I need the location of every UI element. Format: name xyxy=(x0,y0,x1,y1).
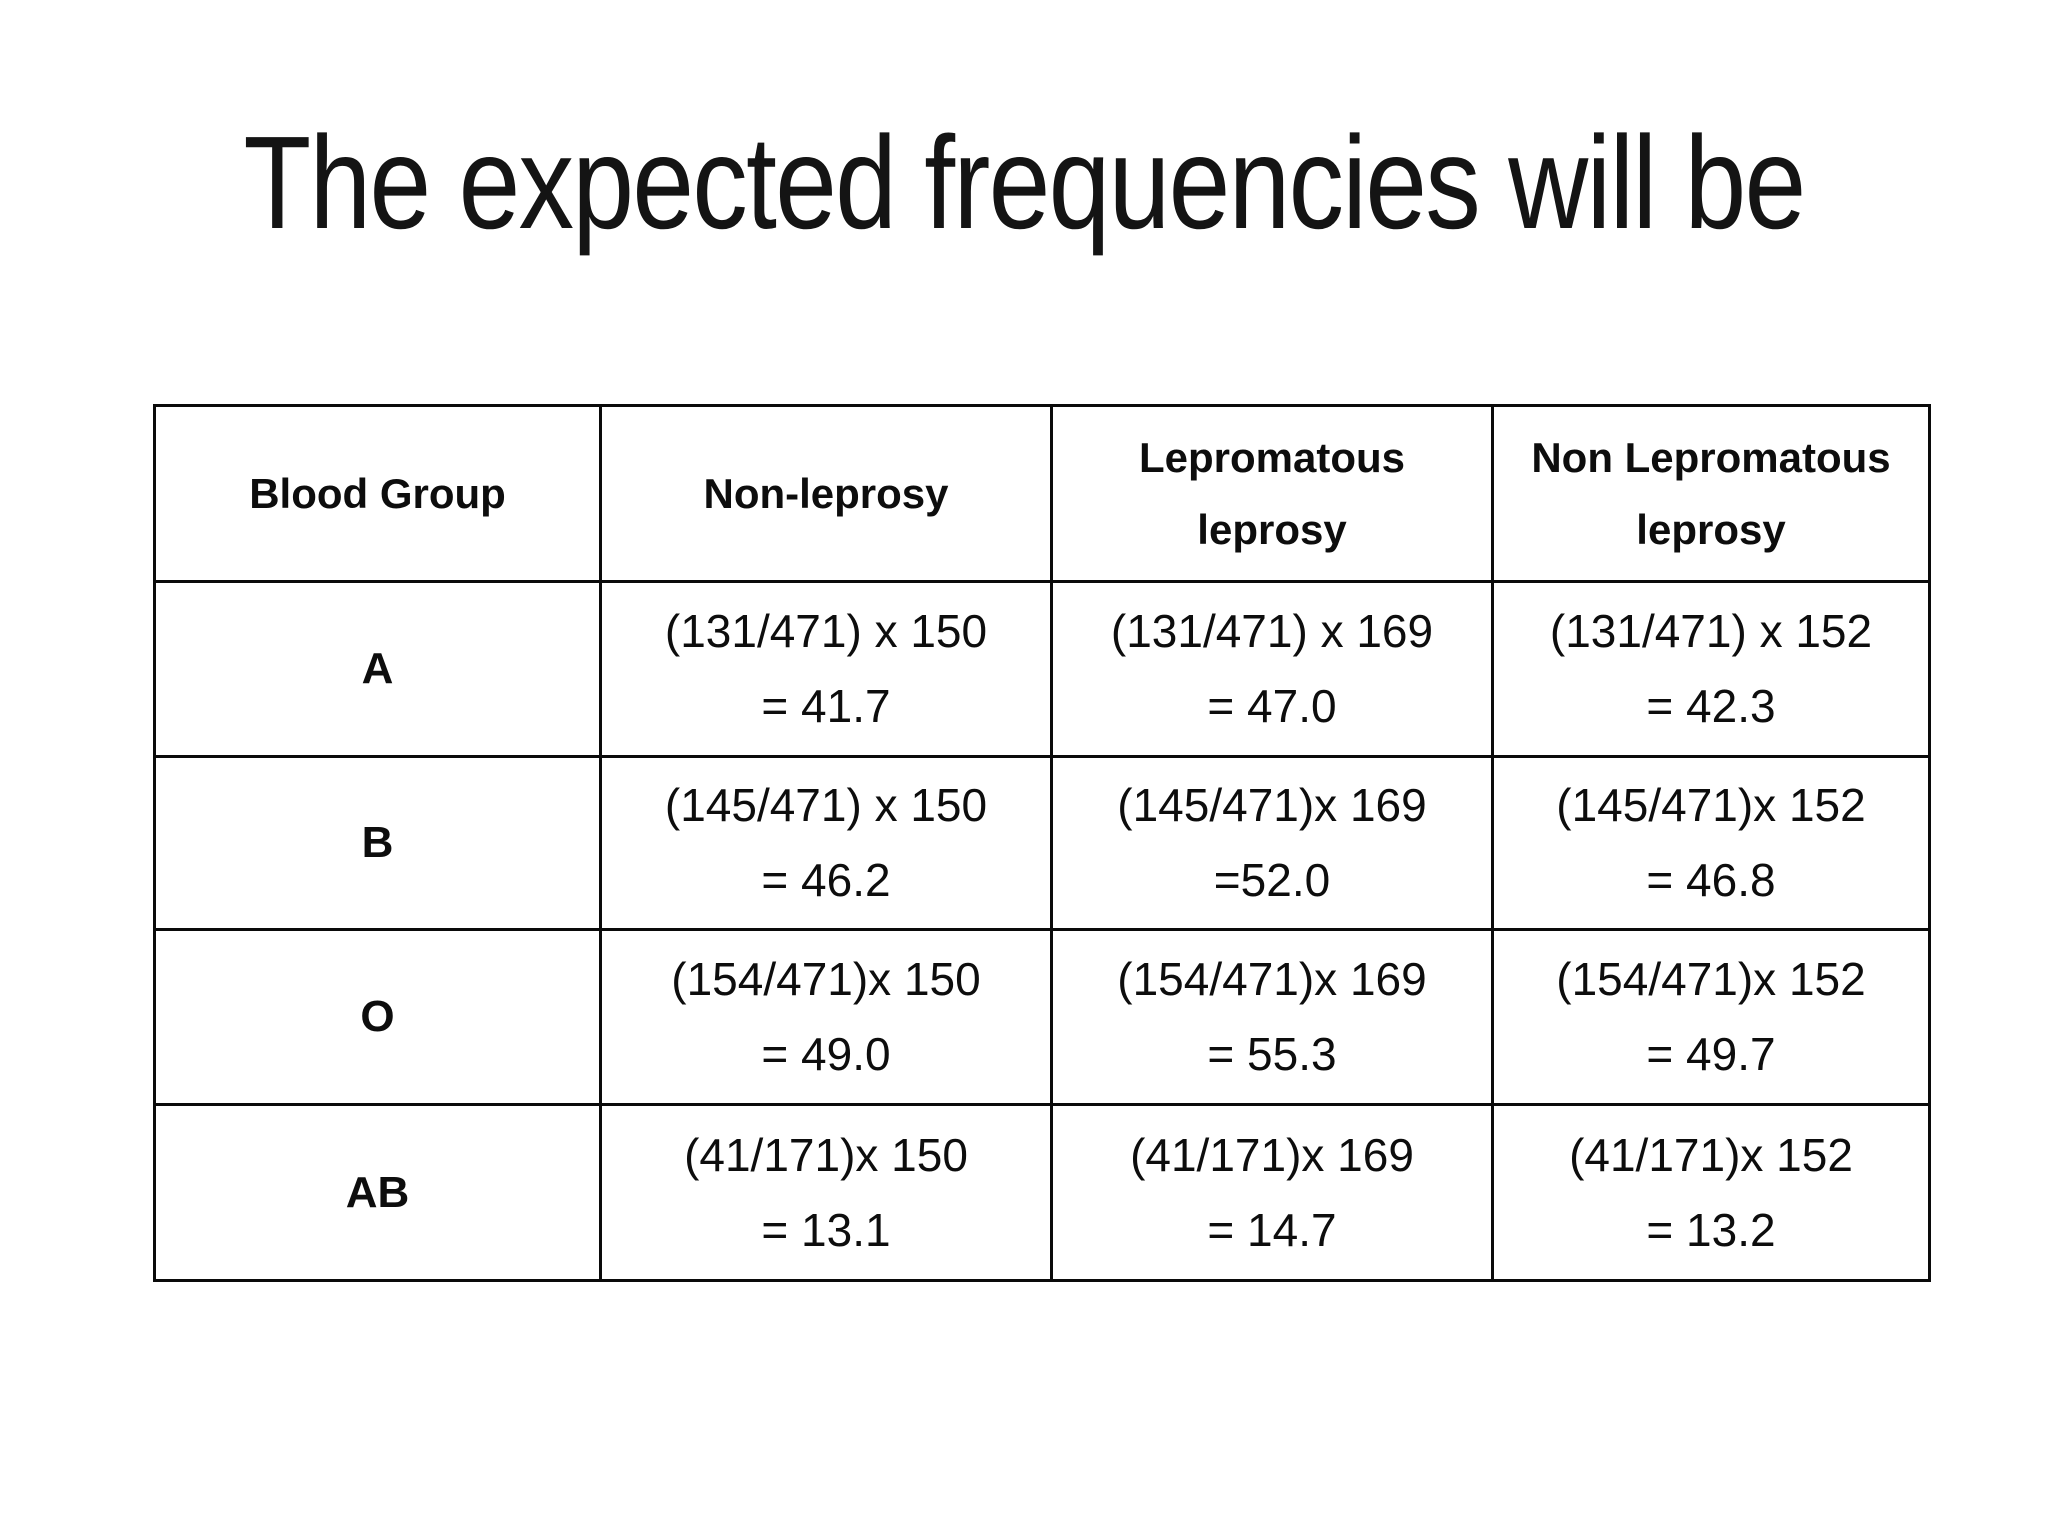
formula-line: (41/171)x 169 xyxy=(1130,1128,1414,1181)
result-line: =52.0 xyxy=(1213,854,1331,906)
cell-b-non-lepromatous: (145/471)x 152 = 46.8 xyxy=(1491,755,1931,931)
expected-frequencies-table: Blood Group Non-leprosy Lepromatous lepr… xyxy=(153,404,1931,1282)
result-line: = 13.2 xyxy=(1646,1203,1776,1256)
formula-line: (154/471)x 150 xyxy=(671,953,981,1006)
table-row-b: B (145/471) x 150 = 46.2 (145/471)x 169 … xyxy=(153,755,1931,931)
cell-ab-non-lepromatous: (41/171)x 152 = 13.2 xyxy=(1491,1103,1931,1282)
row-label-o: O xyxy=(153,928,602,1106)
header-line: Non-leprosy xyxy=(703,469,949,517)
formula-line: (154/471)x 169 xyxy=(1117,953,1427,1006)
formula-line: (145/471) x 150 xyxy=(664,779,988,832)
slide-title: The expected frequencies will be xyxy=(243,109,1806,256)
header-line: Non Lepromatous xyxy=(1531,434,1891,482)
formula-line: (145/471)x 169 xyxy=(1117,779,1427,832)
header-line: leprosy xyxy=(1636,505,1786,553)
formula-line: (131/471) x 152 xyxy=(1549,605,1873,658)
formula-line: (145/471)x 152 xyxy=(1556,779,1866,832)
result-line: = 46.8 xyxy=(1646,854,1776,906)
col-header-non-lepromatous-leprosy: Non Lepromatous leprosy xyxy=(1491,404,1931,583)
result-line: = 13.1 xyxy=(761,1203,891,1256)
cell-o-non-leprosy: (154/471)x 150 = 49.0 xyxy=(599,928,1053,1106)
row-label-ab: AB xyxy=(153,1103,602,1282)
col-header-lepromatous-leprosy: Lepromatous leprosy xyxy=(1050,404,1494,583)
result-line: = 47.0 xyxy=(1207,680,1337,732)
table-row-ab: AB (41/171)x 150 = 13.1 (41/171)x 169 = … xyxy=(153,1103,1931,1282)
header-line: Lepromatous xyxy=(1138,434,1406,482)
cell-o-non-lepromatous: (154/471)x 152 = 49.7 xyxy=(1491,928,1931,1106)
cell-a-lepromatous: (131/471) x 169 = 47.0 xyxy=(1050,580,1494,758)
table-row-a: A (131/471) x 150 = 41.7 (131/471) x 169… xyxy=(153,580,1931,758)
cell-a-non-leprosy: (131/471) x 150 = 41.7 xyxy=(599,580,1053,758)
row-label-b: B xyxy=(153,755,602,931)
cell-ab-non-leprosy: (41/171)x 150 = 13.1 xyxy=(599,1103,1053,1282)
cell-a-non-lepromatous: (131/471) x 152 = 42.3 xyxy=(1491,580,1931,758)
cell-o-lepromatous: (154/471)x 169 = 55.3 xyxy=(1050,928,1494,1106)
result-line: = 14.7 xyxy=(1207,1203,1337,1256)
header-line: leprosy xyxy=(1197,505,1347,553)
formula-line: (154/471)x 152 xyxy=(1556,953,1866,1006)
cell-b-lepromatous: (145/471)x 169 =52.0 xyxy=(1050,755,1494,931)
table-header-row: Blood Group Non-leprosy Lepromatous lepr… xyxy=(153,404,1931,583)
formula-line: (131/471) x 150 xyxy=(664,605,988,658)
result-line: = 49.7 xyxy=(1646,1028,1776,1080)
result-line: = 41.7 xyxy=(761,680,891,732)
row-label-a: A xyxy=(153,580,602,758)
col-header-blood-group: Blood Group xyxy=(153,404,602,583)
table-row-o: O (154/471)x 150 = 49.0 (154/471)x 169 =… xyxy=(153,928,1931,1106)
result-line: = 46.2 xyxy=(761,854,891,906)
col-header-non-leprosy: Non-leprosy xyxy=(599,404,1053,583)
header-line: Blood Group xyxy=(249,469,506,517)
formula-line: (41/171)x 150 xyxy=(684,1128,968,1181)
result-line: = 42.3 xyxy=(1646,680,1776,732)
result-line: = 49.0 xyxy=(761,1028,891,1080)
result-line: = 55.3 xyxy=(1207,1028,1337,1080)
formula-line: (41/171)x 152 xyxy=(1569,1128,1853,1181)
cell-b-non-leprosy: (145/471) x 150 = 46.2 xyxy=(599,755,1053,931)
formula-line: (131/471) x 169 xyxy=(1110,605,1434,658)
cell-ab-lepromatous: (41/171)x 169 = 14.7 xyxy=(1050,1103,1494,1282)
